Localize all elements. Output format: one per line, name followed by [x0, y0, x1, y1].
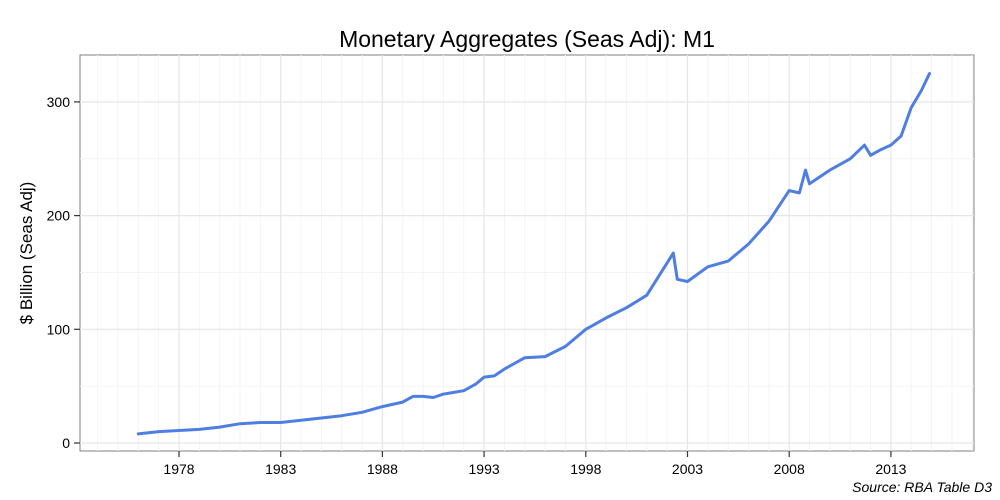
y-tick-label: 100 [47, 321, 71, 337]
x-tick-label: 1993 [469, 461, 500, 477]
source-note: Source: RBA Table D3 [852, 479, 992, 495]
y-tick-label: 300 [47, 94, 71, 110]
minor-gridlines [80, 55, 974, 451]
x-tick-label: 1998 [570, 461, 601, 477]
x-tick-label: 1978 [163, 461, 194, 477]
x-tick-label: 2003 [672, 461, 703, 477]
series-m1-line [136, 72, 931, 436]
plot-panel [79, 54, 975, 452]
x-tick-label: 2008 [774, 461, 805, 477]
y-tick-label: 200 [47, 208, 71, 224]
chart-title: Monetary Aggregates (Seas Adj): M1 [339, 26, 715, 52]
y-axis-title: $ Billion (Seas Adj) [17, 182, 36, 325]
y-tick-label: 0 [62, 435, 70, 451]
x-tick-label: 1983 [265, 461, 296, 477]
x-tick-label: 2013 [875, 461, 906, 477]
x-tick-label: 1988 [367, 461, 398, 477]
major-gridlines [80, 55, 974, 451]
x-axis: 1978 1983 1988 1993 1998 2003 2008 2013 [163, 451, 907, 477]
y-axis: 0 100 200 300 [47, 94, 80, 451]
